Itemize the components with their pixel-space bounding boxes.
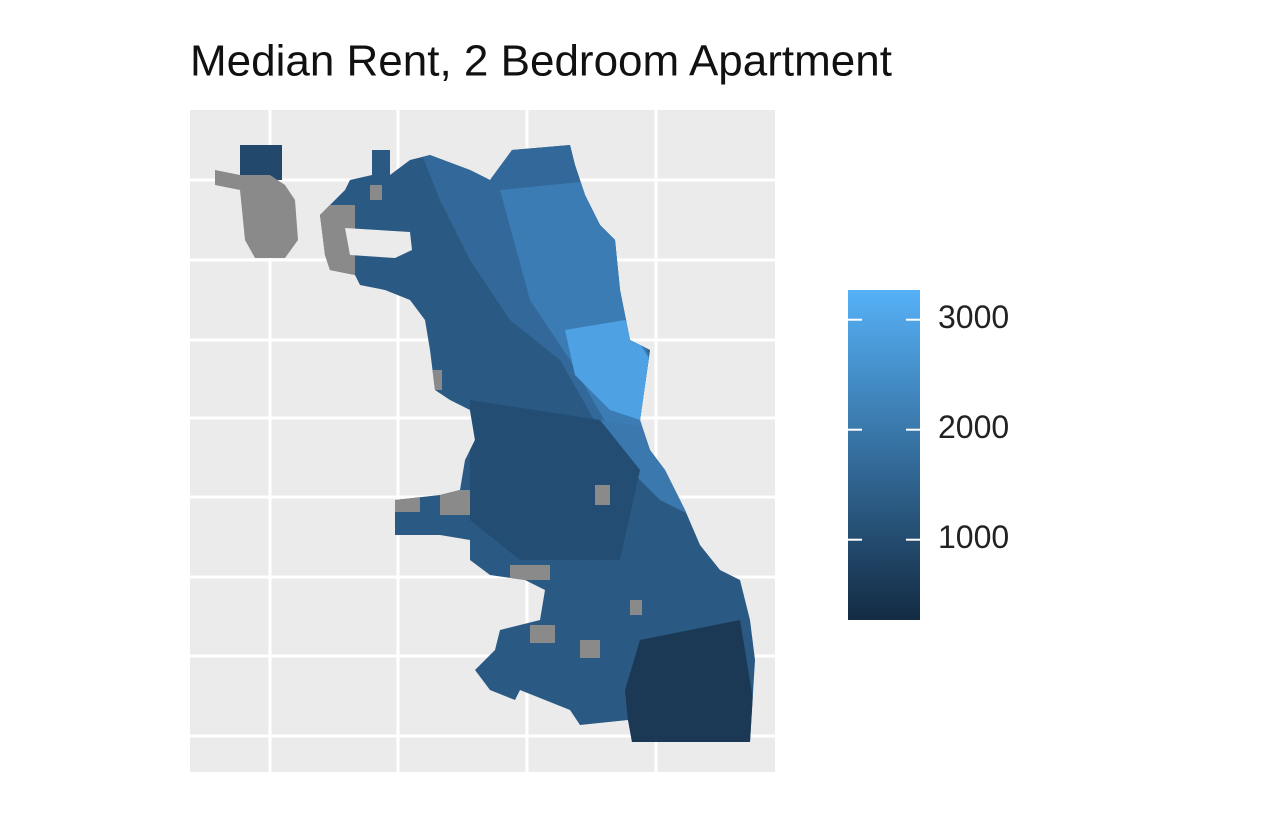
legend-colorbar (848, 290, 920, 620)
legend-tick-label: 2000 (938, 409, 1009, 445)
legend-tick-label: 1000 (938, 519, 1009, 555)
map-panel (190, 110, 775, 772)
legend-tick-label: 3000 (938, 299, 1009, 335)
chart-title: Median Rent, 2 Bedroom Apartment (190, 37, 892, 86)
